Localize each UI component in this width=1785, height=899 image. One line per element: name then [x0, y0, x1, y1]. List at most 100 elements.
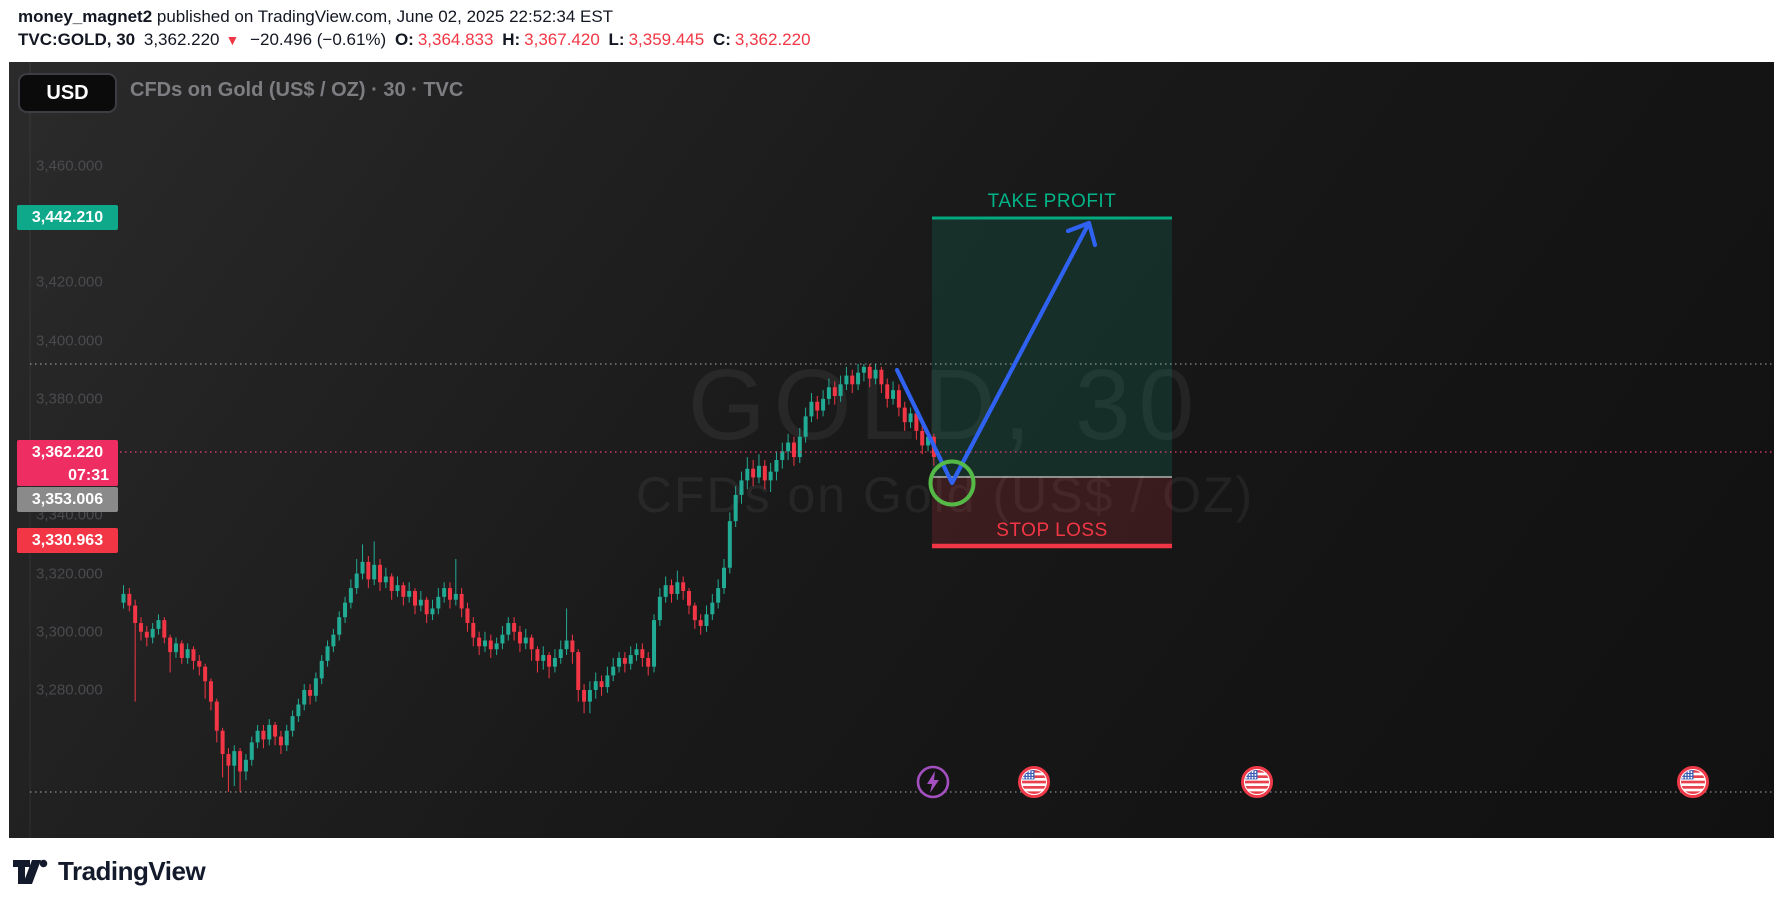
- candle-body: [144, 631, 149, 638]
- candle-body: [488, 640, 493, 650]
- currency-button[interactable]: USD: [18, 73, 117, 113]
- candle-body: [517, 631, 522, 644]
- candle-body: [891, 390, 896, 399]
- candle-body: [284, 730, 289, 746]
- candle-body: [267, 724, 272, 740]
- tradingview-logo[interactable]: TradingView: [12, 856, 206, 887]
- candle-body: [185, 649, 190, 658]
- candle-body: [587, 689, 592, 702]
- candle-body: [745, 468, 750, 481]
- candle-body: [721, 567, 726, 589]
- candle-body: [920, 430, 925, 446]
- candle-body: [926, 436, 931, 446]
- candle-body: [821, 398, 826, 411]
- candle-body: [622, 657, 627, 664]
- candle-body: [628, 655, 633, 664]
- candle-body: [669, 585, 674, 594]
- candle-body: [337, 617, 342, 635]
- candle-body: [739, 480, 744, 495]
- stop-loss-price-badge: 3,330.963: [17, 528, 118, 553]
- candle-body: [908, 413, 913, 423]
- candle-body: [168, 637, 173, 653]
- candle-body: [296, 704, 301, 717]
- candle-body: [879, 369, 884, 385]
- symbol-interval: TVC:GOLD, 30: [18, 30, 136, 49]
- stop-loss-label: STOP LOSS: [996, 520, 1108, 541]
- candle-body: [687, 591, 692, 606]
- candle-body: [360, 561, 365, 574]
- candle-body: [430, 608, 435, 615]
- candle-body: [208, 681, 213, 702]
- candle-body: [861, 366, 866, 373]
- candle-body: [634, 649, 639, 656]
- candle-body: [791, 442, 796, 458]
- candle-body: [762, 465, 767, 481]
- candle-body: [582, 689, 587, 702]
- candle-body: [424, 599, 429, 615]
- price-change: −20.496 (−0.61%): [250, 30, 387, 49]
- candle-body: [611, 666, 616, 676]
- us-flag-event-icon[interactable]: [1018, 766, 1050, 798]
- us-flag-event-icon[interactable]: [1241, 766, 1273, 798]
- candle-body: [494, 643, 499, 650]
- chart-canvas[interactable]: GOLD, 30 CFDs on Gold (US$ / OZ) 3,460.0…: [9, 62, 1774, 838]
- candle-body: [850, 375, 855, 385]
- chart-title: CFDs on Gold (US$ / OZ) · 30 · TVC: [130, 79, 464, 101]
- candle-body: [617, 657, 622, 667]
- candle-body: [675, 582, 680, 594]
- candle-body: [500, 634, 505, 644]
- candle-body: [273, 724, 278, 737]
- economic-event-icon[interactable]: [916, 765, 950, 799]
- candle-body: [576, 652, 581, 690]
- low-value: 3,359.445: [628, 30, 705, 49]
- candle-body: [698, 620, 703, 626]
- open-value: 3,364.833: [417, 30, 494, 49]
- candle-body: [203, 666, 208, 682]
- candle-body: [226, 754, 231, 766]
- candle-body: [902, 407, 907, 423]
- price-axis-label: 3,380.000: [36, 390, 103, 408]
- candle-body: [442, 588, 447, 597]
- candle-body: [378, 564, 383, 583]
- candle-body: [173, 643, 178, 653]
- candle-body: [354, 573, 359, 589]
- candle-body: [570, 640, 575, 653]
- candle-body: [156, 620, 161, 629]
- candle-body: [727, 521, 732, 568]
- close-value: 3,362.220: [734, 30, 811, 49]
- candle-body: [512, 623, 517, 632]
- candle-body: [547, 655, 552, 667]
- candle-body: [885, 384, 890, 399]
- candle-body: [162, 620, 167, 638]
- us-flag-event-icon[interactable]: [1677, 766, 1709, 798]
- candle-body: [692, 605, 697, 621]
- candle-body: [593, 681, 598, 690]
- candle-body: [238, 751, 243, 772]
- candle-body: [652, 620, 657, 667]
- candle-body: [786, 442, 791, 452]
- candle-body: [541, 655, 546, 661]
- down-triangle-icon: ▼: [225, 32, 240, 48]
- candle-body: [243, 759, 248, 772]
- candle-body: [710, 602, 715, 615]
- candle-body: [477, 637, 482, 647]
- candle-body: [774, 460, 779, 472]
- candle-body: [121, 593, 126, 603]
- price-chart-svg[interactable]: [9, 62, 1774, 838]
- candle-body: [278, 736, 283, 746]
- countdown-timer: 07:31: [68, 467, 109, 484]
- candle-body: [383, 576, 388, 583]
- candle-body: [220, 730, 225, 755]
- candle-body: [844, 375, 849, 385]
- candle-body: [558, 649, 563, 658]
- candle-body: [826, 387, 831, 399]
- price-axis-label: 3,400.000: [36, 332, 103, 350]
- candle-body: [389, 576, 394, 592]
- candle-body: [815, 401, 820, 411]
- candle-body: [413, 591, 417, 606]
- candle-body: [832, 387, 837, 396]
- candle-body: [797, 436, 802, 458]
- candle-body: [914, 413, 919, 431]
- candle-body: [308, 689, 313, 696]
